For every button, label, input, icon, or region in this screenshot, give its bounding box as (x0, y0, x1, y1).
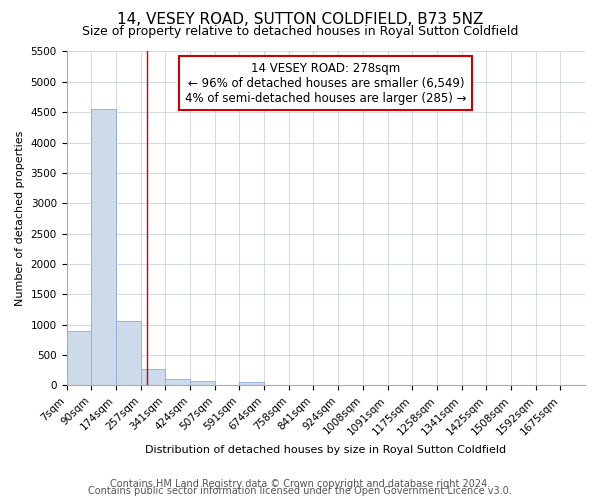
Bar (239, 382, 264, 386)
Bar (190, 382, 215, 386)
Text: Contains public sector information licensed under the Open Government Licence v3: Contains public sector information licen… (88, 486, 512, 496)
Text: 14 VESEY ROAD: 278sqm
← 96% of detached houses are smaller (6,549)
4% of semi-de: 14 VESEY ROAD: 278sqm ← 96% of detached … (185, 62, 467, 104)
Text: Contains HM Land Registry data © Crown copyright and database right 2024.: Contains HM Land Registry data © Crown c… (110, 479, 490, 489)
Bar (140, 368, 166, 386)
Bar (67, 331, 91, 386)
X-axis label: Distribution of detached houses by size in Royal Sutton Coldfield: Distribution of detached houses by size … (145, 445, 506, 455)
Y-axis label: Number of detached properties: Number of detached properties (15, 131, 25, 306)
Text: 14, VESEY ROAD, SUTTON COLDFIELD, B73 5NZ: 14, VESEY ROAD, SUTTON COLDFIELD, B73 5N… (117, 12, 483, 28)
Bar (166, 380, 190, 386)
Bar (91, 109, 116, 386)
Bar (116, 321, 140, 386)
Text: Size of property relative to detached houses in Royal Sutton Coldfield: Size of property relative to detached ho… (82, 25, 518, 38)
